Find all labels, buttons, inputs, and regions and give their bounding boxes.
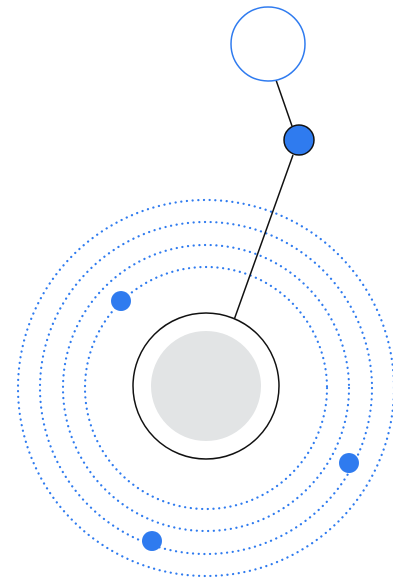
orbit-dot-bottom	[142, 531, 162, 551]
connector-line-lower	[233, 154, 294, 321]
orbit-dot-left	[111, 291, 131, 311]
orbit-ring-2	[61, 243, 351, 533]
orbit-ring-inner	[83, 265, 329, 511]
orbit-rings	[16, 198, 393, 578]
connector-line-upper	[275, 79, 293, 127]
planet-core	[151, 331, 261, 441]
connector-node	[283, 124, 315, 156]
orbit-ring-3	[38, 220, 374, 556]
top-node-outline	[230, 6, 306, 82]
orbit-dot-right	[339, 453, 359, 473]
